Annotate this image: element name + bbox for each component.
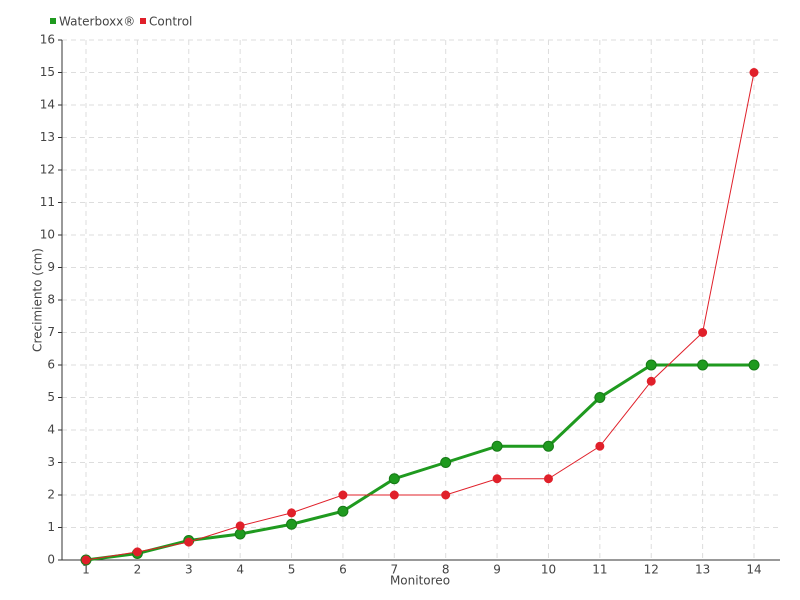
y-tick-label: 6 bbox=[47, 358, 55, 372]
x-tick-label: 4 bbox=[236, 563, 244, 577]
data-point bbox=[132, 547, 142, 557]
y-tick-label: 2 bbox=[47, 488, 55, 502]
data-point bbox=[235, 521, 245, 531]
data-point bbox=[492, 474, 502, 484]
series-line bbox=[85, 72, 755, 561]
y-tick-label: 12 bbox=[40, 163, 55, 177]
x-tick-label: 14 bbox=[746, 563, 761, 577]
x-tick-label: 5 bbox=[288, 563, 296, 577]
x-tick-label: 9 bbox=[493, 563, 501, 577]
x-tick-label: 12 bbox=[644, 563, 659, 577]
data-point bbox=[81, 555, 91, 565]
legend-swatch bbox=[140, 18, 146, 24]
x-tick-label: 11 bbox=[592, 563, 607, 577]
data-point bbox=[338, 490, 348, 500]
data-point bbox=[389, 490, 399, 500]
x-tick-label: 3 bbox=[185, 563, 193, 577]
legend-swatch bbox=[50, 18, 56, 24]
x-tick-label: 2 bbox=[134, 563, 142, 577]
data-point bbox=[337, 505, 349, 517]
y-tick-label: 15 bbox=[40, 65, 55, 79]
data-point bbox=[594, 392, 606, 403]
series-line bbox=[85, 363, 754, 562]
x-tick-label: 1 bbox=[82, 563, 90, 577]
legend-label: Waterboxx® bbox=[59, 15, 135, 29]
x-tick-label: 8 bbox=[442, 563, 450, 577]
data-point bbox=[184, 537, 194, 547]
x-axis-label: Monitoreo bbox=[390, 574, 450, 588]
data-point bbox=[543, 474, 553, 484]
data-point bbox=[595, 441, 605, 451]
data-point bbox=[388, 473, 400, 485]
data-point bbox=[697, 359, 709, 371]
x-tick-label: 7 bbox=[390, 563, 398, 577]
data-point bbox=[646, 376, 656, 386]
y-tick-label: 14 bbox=[40, 98, 55, 112]
data-point bbox=[698, 328, 708, 337]
y-tick-label: 1 bbox=[47, 520, 55, 534]
y-tick-label: 10 bbox=[40, 228, 55, 242]
x-tick-label: 13 bbox=[695, 563, 710, 577]
data-point bbox=[491, 440, 503, 452]
y-tick-label: 0 bbox=[47, 553, 55, 567]
y-tick-label: 13 bbox=[40, 130, 55, 144]
y-tick-label: 11 bbox=[40, 195, 55, 209]
data-point bbox=[748, 359, 760, 371]
data-point bbox=[441, 490, 451, 500]
data-point bbox=[234, 528, 246, 540]
data-point bbox=[645, 359, 657, 371]
y-tick-label: 9 bbox=[47, 260, 55, 274]
data-point bbox=[542, 440, 554, 452]
x-tick-label: 10 bbox=[541, 563, 556, 577]
y-tick-label: 8 bbox=[47, 293, 55, 307]
y-tick-label: 16 bbox=[40, 33, 55, 47]
y-tick-label: 3 bbox=[47, 455, 55, 469]
legend-label: Control bbox=[149, 15, 192, 29]
data-point bbox=[749, 68, 759, 77]
y-axis-label: Crecimiento (cm) bbox=[31, 248, 45, 352]
data-point bbox=[287, 508, 297, 518]
y-tick-label: 4 bbox=[47, 423, 55, 437]
data-point bbox=[286, 518, 298, 530]
x-tick-label: 6 bbox=[339, 563, 347, 577]
data-point bbox=[440, 457, 452, 468]
y-tick-label: 7 bbox=[47, 325, 55, 339]
y-tick-label: 5 bbox=[47, 390, 55, 404]
